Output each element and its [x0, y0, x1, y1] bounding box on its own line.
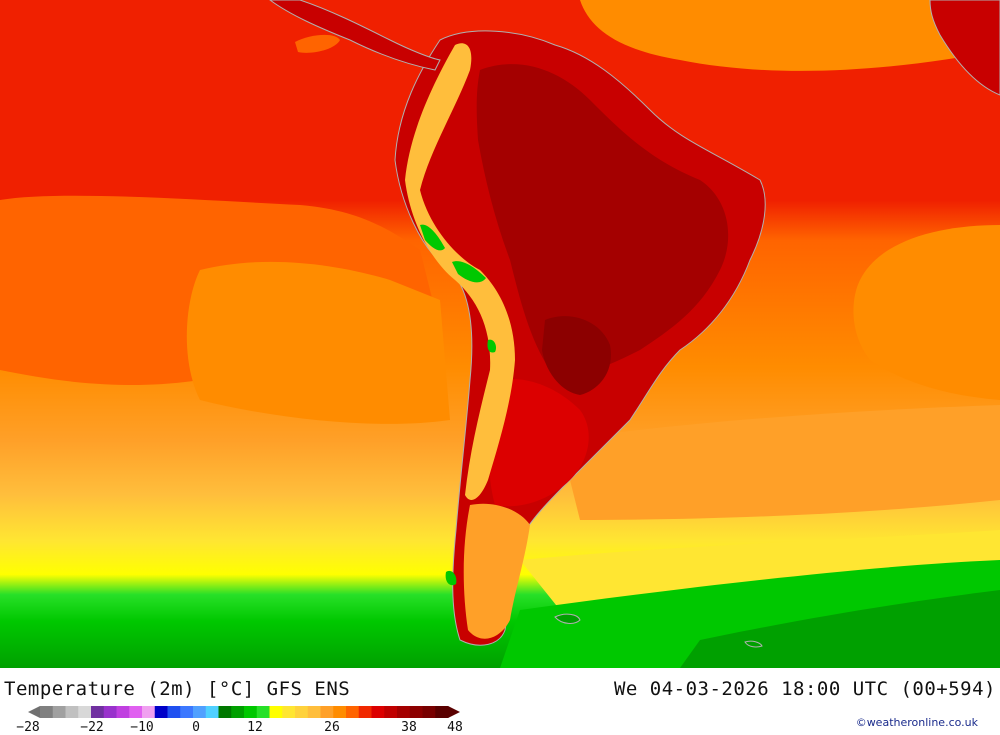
legend-swatch	[256, 706, 270, 718]
map-footer: Temperature (2m) [°C] GFS ENS We 04-03-2…	[0, 668, 1000, 735]
legend-swatch	[358, 706, 372, 718]
legend-swatch	[282, 706, 296, 718]
central-america-land	[269, 0, 441, 71]
legend-swatch	[129, 706, 143, 718]
legend-swatch	[91, 706, 105, 718]
legend-swatch	[78, 706, 92, 718]
legend-colorbar	[28, 706, 460, 718]
temperature-legend: −28 −22 −10 0 12 26 38 48	[0, 704, 470, 735]
north-atlantic-orange	[580, 0, 1000, 71]
south-atlantic-dark-green	[680, 590, 1000, 668]
legend-swatch	[295, 706, 309, 718]
legend-swatch	[193, 706, 207, 718]
legend-tick-label: 12	[247, 720, 263, 735]
patagonia-orange	[463, 503, 530, 639]
chaco-hotspot	[542, 316, 611, 395]
pacific-warm-patch	[295, 34, 340, 53]
legend-swatch	[269, 706, 283, 718]
south-atlantic-yellow	[520, 530, 1000, 610]
pacific-orange-zone	[186, 261, 450, 424]
caribbean-island	[929, 0, 1000, 96]
legend-swatch	[40, 706, 54, 718]
legend-swatch	[397, 706, 411, 718]
legend-swatch	[435, 706, 449, 718]
forecast-datetime: We 04-03-2026 18:00 UTC (00+594)	[613, 678, 996, 700]
legend-tick-label: 38	[401, 720, 417, 735]
legend-swatch	[52, 706, 66, 718]
legend-swatch	[205, 706, 219, 718]
legend-arrow-left	[28, 706, 40, 718]
legend-swatch	[384, 706, 398, 718]
legend-swatch	[320, 706, 334, 718]
legend-swatch	[154, 706, 168, 718]
legend-swatch	[422, 706, 436, 718]
legend-swatch	[65, 706, 79, 718]
legend-tick-label: 48	[447, 720, 463, 735]
south-atlantic-orange	[853, 225, 1000, 400]
argentina-red	[488, 379, 589, 507]
legend-tick-label: 0	[192, 720, 200, 735]
legend-swatch	[103, 706, 117, 718]
legend-swatch	[231, 706, 245, 718]
brazil-interior	[476, 64, 729, 374]
legend-tick-label: −22	[80, 720, 104, 735]
map-title: Temperature (2m) [°C] GFS ENS	[4, 678, 351, 700]
legend-tick-label: −28	[16, 720, 40, 735]
legend-tick-label: 26	[324, 720, 340, 735]
falkland-islands	[554, 613, 581, 624]
legend-swatch	[142, 706, 156, 718]
legend-swatch	[307, 706, 321, 718]
legend-swatch	[180, 706, 194, 718]
legend-tick-label: −10	[130, 720, 154, 735]
legend-swatch	[333, 706, 347, 718]
legend-swatch	[371, 706, 385, 718]
legend-swatch	[218, 706, 232, 718]
legend-swatch	[346, 706, 360, 718]
south-georgia-island	[744, 640, 763, 648]
credit-link[interactable]: ©weatheronline.co.uk	[855, 716, 978, 729]
legend-swatch	[409, 706, 423, 718]
temperature-map	[0, 0, 1000, 668]
legend-swatch	[116, 706, 130, 718]
legend-swatch	[244, 706, 258, 718]
south-atlantic-light-orange	[560, 405, 1000, 520]
legend-swatch	[167, 706, 181, 718]
legend-arrow-right	[448, 706, 460, 718]
